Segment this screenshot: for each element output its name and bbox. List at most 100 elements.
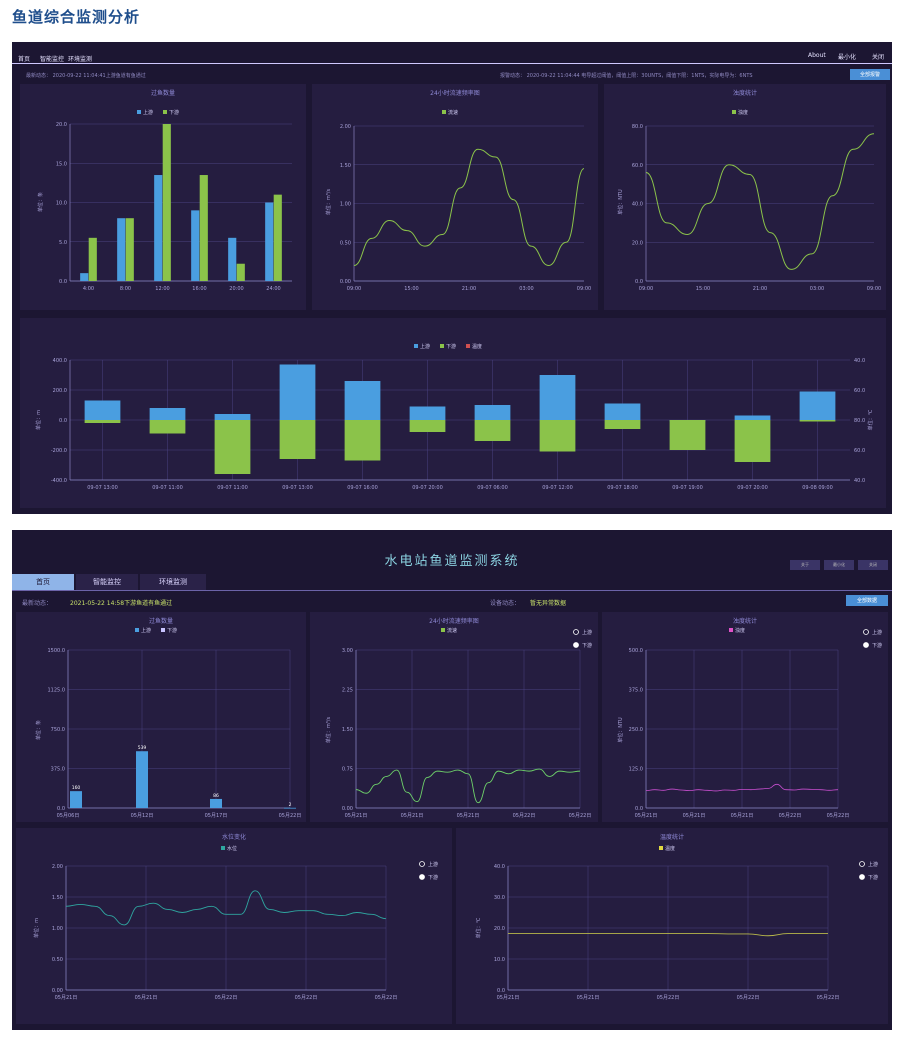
y-tick-label: 1.00 <box>52 926 63 932</box>
legend-swatch <box>163 110 167 114</box>
y-tick-label: 0.50 <box>52 957 63 963</box>
data-label: 160 <box>72 785 81 791</box>
legend-swatch <box>441 628 445 632</box>
x-tick-label: 21:00 <box>753 286 767 292</box>
legend-marker <box>859 861 865 867</box>
legend-label: 浊度 <box>738 109 748 116</box>
y-axis-label: 单位：NTU <box>617 189 624 215</box>
legend-marker <box>859 874 865 880</box>
fish-count-card-2: 过鱼数量 上游 下游 0.0 375.0 750.0 1125.0 1500.0 05月06日… <box>16 612 306 822</box>
bar-upstream <box>70 791 82 808</box>
bar-0 <box>117 218 126 281</box>
bar-1 <box>669 420 706 450</box>
legend-swatch <box>161 628 165 632</box>
x-tick-label: 09-07 13:00 <box>282 485 313 491</box>
all-data-button[interactable]: 全部数据 <box>846 595 888 606</box>
legend-label: 温度 <box>665 845 675 852</box>
legend-label: 下游 <box>868 874 878 881</box>
nav-monitor[interactable]: 智能监控 <box>40 56 65 63</box>
bar-1 <box>734 420 771 462</box>
y-tick-label: 0.0 <box>59 418 67 424</box>
minimize-button[interactable]: 最小化 <box>838 54 857 61</box>
legend-label: 流速 <box>448 109 458 116</box>
about-button[interactable]: 关于 <box>790 560 820 570</box>
nav-home[interactable]: 首页 <box>18 56 31 63</box>
bar-0 <box>539 375 576 420</box>
legend-swatch <box>135 628 139 632</box>
y-tick-label: 375.0 <box>629 688 643 694</box>
y-tick-label: 2.25 <box>342 688 353 694</box>
y-tick-label: 80.0 <box>632 124 643 130</box>
y-tick-label: 15.0 <box>56 161 67 167</box>
bar-0 <box>228 237 237 281</box>
series-line <box>353 148 585 267</box>
legend-swatch <box>732 110 736 114</box>
x-tick-label: 09-07 18:00 <box>607 485 638 491</box>
tab-monitor[interactable]: 智能监控 <box>76 574 138 590</box>
y-tick-label: 1.00 <box>340 202 351 208</box>
data-label: 2 <box>289 802 292 808</box>
legend-label: 水位 <box>227 845 237 852</box>
bar-upstream <box>210 798 222 808</box>
legend-label: 上游 <box>582 629 592 636</box>
bar-1 <box>88 237 97 281</box>
y-axis-label: 单位：℃ <box>475 917 482 938</box>
status-latest: 最新动态： 2020-09-22 11:04:41上游鱼道有鱼通过 <box>26 73 146 79</box>
tab-home[interactable]: 首页 <box>12 574 74 590</box>
data-label: 86 <box>213 793 219 799</box>
y-axis-label: 单位：℃ <box>867 409 874 430</box>
x-tick-label: 05月22日 <box>569 813 592 819</box>
x-tick-label: 05月21日 <box>345 813 368 819</box>
y-tick-label: 0.00 <box>52 988 63 994</box>
close-button[interactable]: 关闭 <box>872 54 885 61</box>
legend-label: 流速 <box>447 627 457 634</box>
x-tick-label: 15:00 <box>696 286 710 292</box>
dashboard-v2: 水电站鱼道监测系统 关于 最小化 关闭 首页 智能监控 环境监测 最新动态： 2… <box>12 530 892 1030</box>
about-link[interactable]: About <box>808 52 826 59</box>
x-tick-label: 05月21日 <box>135 995 158 1001</box>
y-tick-label: 30.0 <box>494 895 505 901</box>
x-tick-label: 09-07 16:00 <box>347 485 378 491</box>
page-title: 鱼道综合监测分析 <box>12 8 141 26</box>
x-tick-label: 09:00 <box>639 286 653 292</box>
series-line <box>645 783 839 792</box>
series-line <box>65 890 387 926</box>
y-tick-label: 60.0 <box>632 163 643 169</box>
nav-divider <box>12 63 892 64</box>
x-tick-label: 05月17日 <box>205 813 228 819</box>
bar-1 <box>344 420 381 461</box>
close-button-2[interactable]: 关闭 <box>858 560 888 570</box>
y-tick-label: 0.0 <box>635 806 643 812</box>
turbidity-card: 浊度统计 浊度 0.0 20.0 40.0 60.0 80.0 09:00 15:00 21:0… <box>604 84 886 310</box>
flow-title: 24小时流速频率图 <box>430 90 480 97</box>
tab-environment[interactable]: 环境监测 <box>140 574 206 590</box>
nav-environment[interactable]: 环境监测 <box>68 56 93 63</box>
all-alarms-button[interactable]: 全部报警 <box>850 69 890 80</box>
y-tick-label: 125.0 <box>629 767 643 773</box>
x-tick-label: 05月21日 <box>55 995 78 1001</box>
y-tick-label: 250.0 <box>629 727 643 733</box>
y-tick-label: 2.00 <box>52 864 63 870</box>
y-axis-label: 单位：m³/s <box>325 717 332 744</box>
legend-label: 下游 <box>167 627 177 634</box>
y-tick-label: 750.0 <box>51 727 65 733</box>
turbidity-title-2: 浊度统计 <box>732 618 757 625</box>
water-level-title: 水位变化 <box>221 834 246 841</box>
bar-0 <box>799 391 836 420</box>
x-tick-label: 05月22日 <box>215 995 238 1001</box>
bar-1 <box>474 420 511 441</box>
x-tick-label: 09-07 19:00 <box>672 485 703 491</box>
minimize-button-2[interactable]: 最小化 <box>824 560 854 570</box>
turbidity-title: 浊度统计 <box>732 90 757 97</box>
y-axis-label: 单位：m³/s <box>325 189 332 216</box>
y2-tick-label: 60.0 <box>854 448 865 454</box>
dashboard-v1: 首页 智能监控 环境监测 About 最小化 关闭 最新动态： 2020-09-… <box>12 42 892 514</box>
x-tick-label: 15:00 <box>404 286 418 292</box>
legend-swatch <box>440 344 444 348</box>
bar-0 <box>154 175 163 281</box>
y-tick-label: 0.0 <box>635 279 643 285</box>
y2-tick-label: 80.0 <box>854 418 865 424</box>
x-tick-label: 12:00 <box>155 286 169 292</box>
y-tick-label: 0.75 <box>342 767 353 773</box>
